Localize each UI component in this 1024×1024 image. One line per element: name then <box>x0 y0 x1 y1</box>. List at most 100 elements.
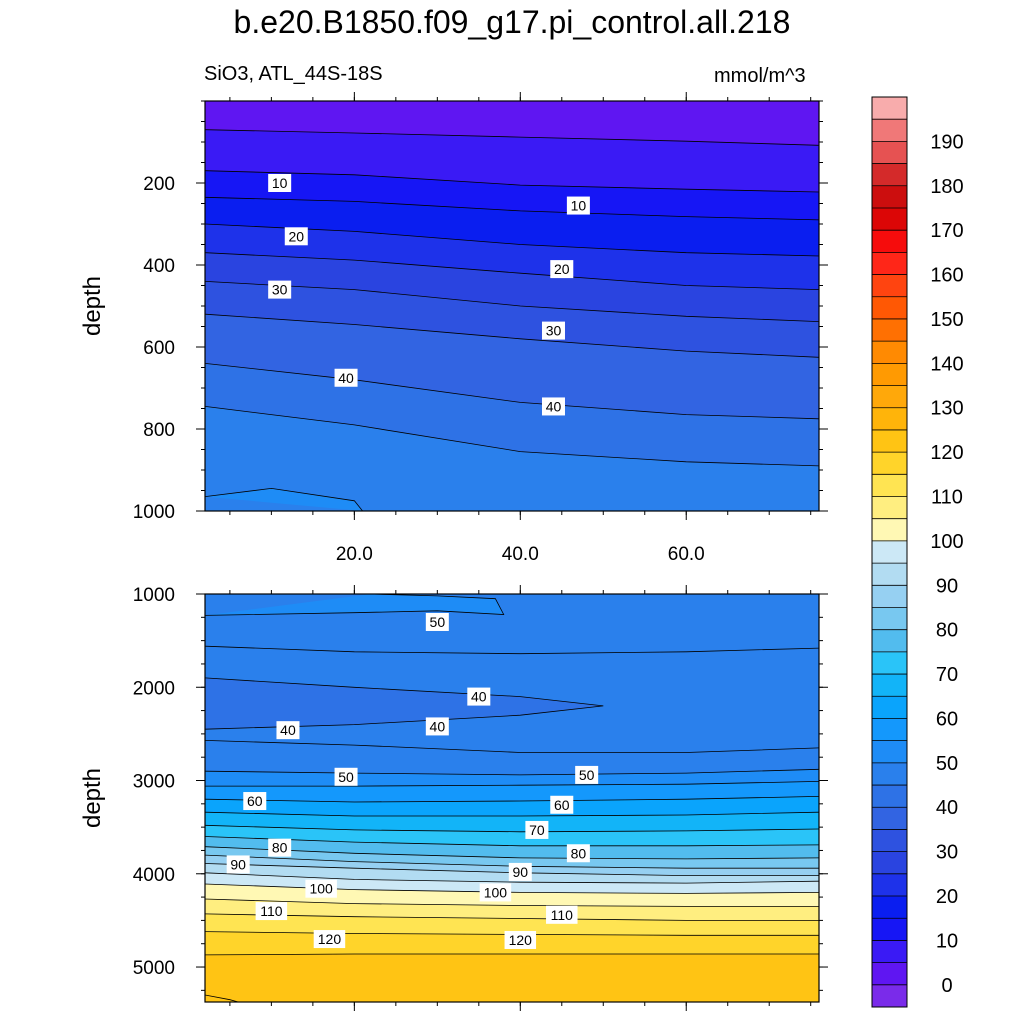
contour-label: 120 <box>318 931 342 947</box>
colorbar-swatch <box>872 97 907 120</box>
contour-label-bg <box>508 862 532 881</box>
x-tick-label: 60.0 <box>668 544 705 565</box>
contour-label: 20 <box>554 261 570 277</box>
contour-label-bg <box>541 397 565 416</box>
colorbar-label: 160 <box>930 265 963 287</box>
contour-label: 40 <box>280 722 296 738</box>
contour-label: 90 <box>230 856 246 872</box>
colorbar-swatch <box>872 141 907 164</box>
colorbar-swatch <box>872 807 907 830</box>
colorbar-swatch <box>872 829 907 852</box>
contour-label-bg <box>546 905 578 924</box>
contour-label: 50 <box>430 614 446 630</box>
colorbar-label: 180 <box>930 176 963 198</box>
colorbar-swatch <box>872 984 907 1008</box>
colorbar-swatch <box>872 696 907 719</box>
colorbar-swatch <box>872 651 907 675</box>
colorbar-swatch <box>872 496 907 520</box>
contour-line-40 <box>205 677 604 730</box>
contour-line-125 <box>205 994 239 1002</box>
colorbar-label: 10 <box>936 930 958 952</box>
contour-label-bg <box>284 227 308 246</box>
colorbar-label: 130 <box>930 398 963 420</box>
y-tick-label: 4000 <box>133 865 175 886</box>
colorbar-label: 150 <box>930 309 963 331</box>
contour-line-120 <box>205 953 819 956</box>
contour-label: 40 <box>430 718 446 734</box>
contour-line-95 <box>205 872 819 884</box>
y-tick-label: 1000 <box>133 502 175 523</box>
x-tick-label: 20.0 <box>336 544 373 565</box>
contour-label-bg <box>268 174 292 192</box>
contour-label: 60 <box>554 797 570 813</box>
colorbar-swatch <box>872 274 907 298</box>
contour-label: 90 <box>513 864 529 880</box>
contour-line-5 <box>205 129 819 146</box>
contour-line-65 <box>205 811 819 817</box>
contour-line-100 <box>205 883 819 894</box>
contour-label: 110 <box>551 907 574 923</box>
colorbar-swatch <box>872 940 907 963</box>
contour-label: 80 <box>571 845 587 861</box>
colorbar-label: 170 <box>930 220 963 242</box>
colorbar-swatch <box>872 407 907 431</box>
y-axis-title: depth <box>79 276 106 336</box>
colorbar-swatch <box>872 185 907 209</box>
colorbar-swatch <box>872 785 907 808</box>
chart-title: b.e20.B1850.f09_g17.pi_control.all.218 <box>233 4 791 40</box>
contour-label: 100 <box>484 884 508 900</box>
contour-label-bg <box>525 820 549 839</box>
contour-label-bg <box>305 879 337 898</box>
colorbar-swatch <box>872 718 907 741</box>
contour-label-bg <box>575 765 599 784</box>
contour-label-bg <box>504 930 537 949</box>
colorbar-swatch <box>872 851 907 875</box>
colorbar-swatch <box>872 119 907 142</box>
contour-line-105 <box>205 898 819 907</box>
contour-label: 20 <box>288 228 304 244</box>
contour-label: 30 <box>546 323 562 339</box>
contour-label-bg <box>334 767 358 786</box>
contour-label: 40 <box>338 370 354 386</box>
contour-label-bg <box>425 717 449 736</box>
band-45 <box>205 406 819 511</box>
plot-frame-lower <box>204 593 820 1003</box>
contour-line-25 <box>205 252 819 290</box>
contour-line-110 <box>205 913 819 921</box>
x-tick-label: 40.0 <box>502 544 539 565</box>
contour-label-bg <box>268 280 292 299</box>
colorbar-swatch <box>872 896 907 919</box>
colorbar-swatch <box>872 230 907 253</box>
colorbar-swatch <box>872 607 907 630</box>
plot-area-lower: 50 40 40 40 50 50 60 60 70 80 80 90 90 100 100 110 110 12… <box>205 594 819 1002</box>
colorbar-frame <box>871 96 908 1008</box>
colorbar-label: 110 <box>931 487 963 509</box>
y-tick-label: 5000 <box>133 958 175 979</box>
y-tick-label: 400 <box>143 256 175 277</box>
colorbar-label: 20 <box>936 886 958 908</box>
contour-label-bg <box>276 721 300 740</box>
contour-label: 120 <box>509 932 533 948</box>
contour-label-bg <box>479 883 512 902</box>
contour-label-bg <box>268 838 292 857</box>
colorbar-swatch <box>872 740 907 764</box>
colorbar-swatch <box>872 341 907 364</box>
y-tick-label: 2000 <box>133 678 175 699</box>
colorbar-label: 30 <box>936 842 958 864</box>
plot-area-upper: 10 10 20 20 30 30 40 40 <box>205 101 819 511</box>
colorbar-label: 120 <box>930 442 963 464</box>
y-tick-label: 600 <box>143 338 175 359</box>
band-120 <box>205 954 819 1002</box>
contour-line-70 <box>205 824 819 833</box>
band-50 <box>205 488 363 511</box>
colorbar-label: 190 <box>930 131 963 153</box>
contour-line-45 <box>205 740 819 753</box>
contour-label-bg <box>226 855 250 874</box>
colorbar-swatch <box>872 674 907 697</box>
colorbar: 0 10 20 30 40 50 60 70 80 90 100 110 120 130 140 150 160… <box>871 96 964 1008</box>
contour-label: 10 <box>272 175 288 191</box>
contour-line-45 <box>205 645 819 655</box>
band-40 <box>205 677 604 730</box>
contour-label-bg <box>550 260 574 279</box>
